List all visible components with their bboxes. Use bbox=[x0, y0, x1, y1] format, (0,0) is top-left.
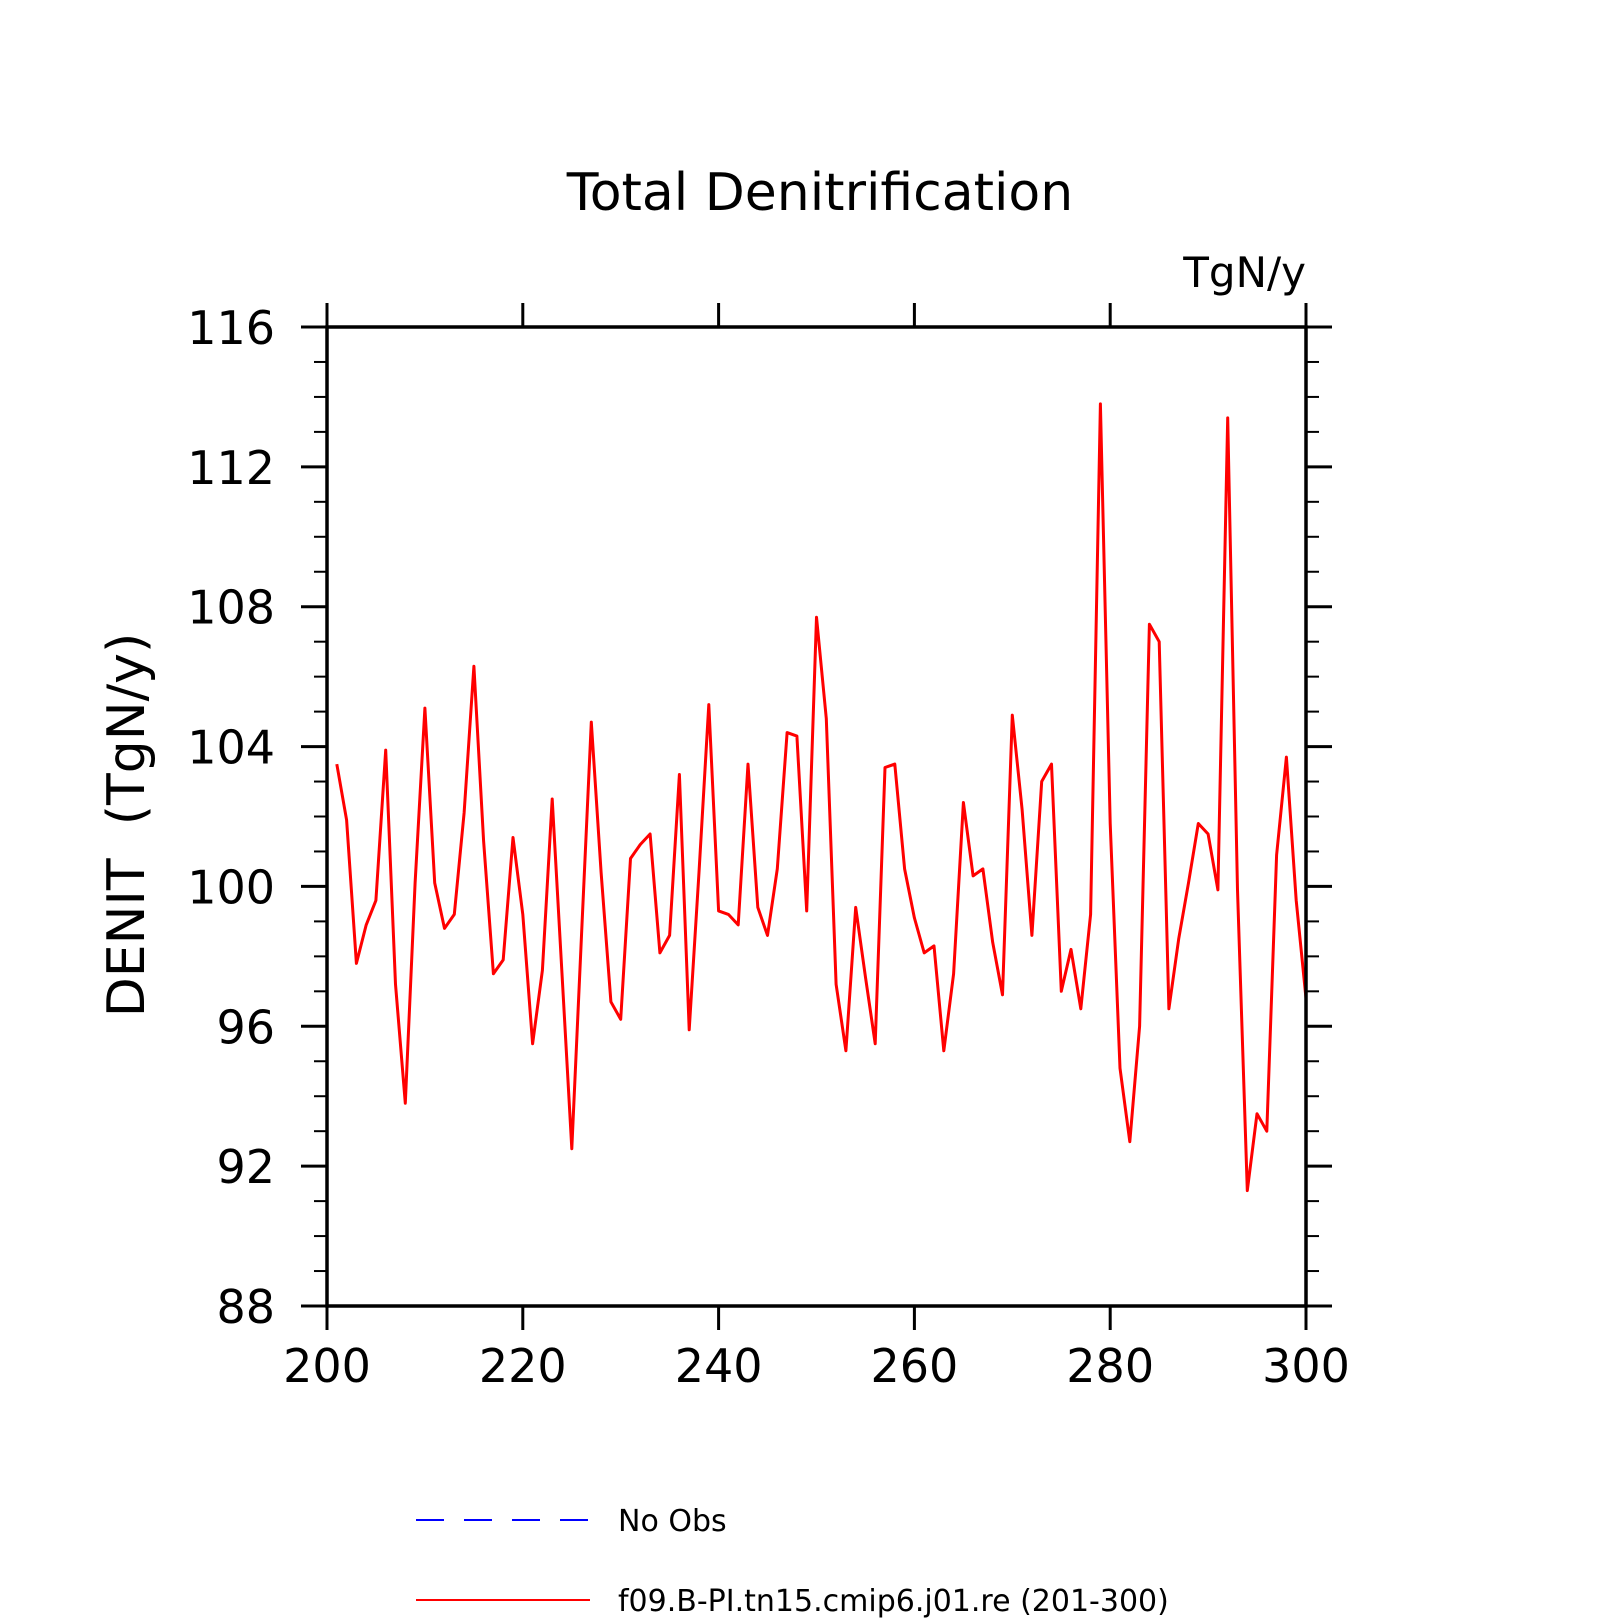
y-tick-label: 88 bbox=[216, 1280, 275, 1334]
x-tick-label: 280 bbox=[1066, 1339, 1154, 1393]
y-tick-labels: 88 92 96 100 104 108 112 116 bbox=[187, 301, 275, 1334]
series-line bbox=[335, 402, 1308, 1193]
legend: No Obs f09.B-PI.tn15.cmip6.j01.re (201-30… bbox=[416, 1504, 1169, 1619]
y-tick-label: 116 bbox=[187, 301, 275, 355]
y-tick-label: 92 bbox=[216, 1140, 275, 1194]
axis-ticks bbox=[301, 303, 1332, 1330]
y-axis-label: DENIT (TgN/y) bbox=[97, 633, 157, 1018]
legend-label: No Obs bbox=[618, 1504, 727, 1539]
y-tick-label: 108 bbox=[187, 581, 275, 635]
units-label: TgN/y bbox=[1182, 248, 1306, 297]
x-tick-label: 220 bbox=[479, 1339, 567, 1393]
x-tick-label: 240 bbox=[675, 1339, 763, 1393]
y-tick-label: 104 bbox=[187, 721, 275, 775]
x-tick-label: 200 bbox=[283, 1339, 371, 1393]
chart-title: Total Denitrification bbox=[566, 163, 1073, 223]
y-tick-label: 100 bbox=[187, 860, 275, 914]
y-tick-label: 112 bbox=[187, 441, 275, 495]
x-tick-labels: 200 220 240 260 280 300 bbox=[283, 1339, 1350, 1393]
y-tick-label: 96 bbox=[216, 1000, 275, 1054]
plot-frame bbox=[325, 325, 1308, 1308]
legend-label: f09.B-PI.tn15.cmip6.j01.re (201-300) bbox=[618, 1584, 1169, 1619]
series-layer bbox=[335, 402, 1308, 1193]
x-tick-label: 300 bbox=[1262, 1339, 1350, 1393]
x-tick-label: 260 bbox=[870, 1339, 958, 1393]
